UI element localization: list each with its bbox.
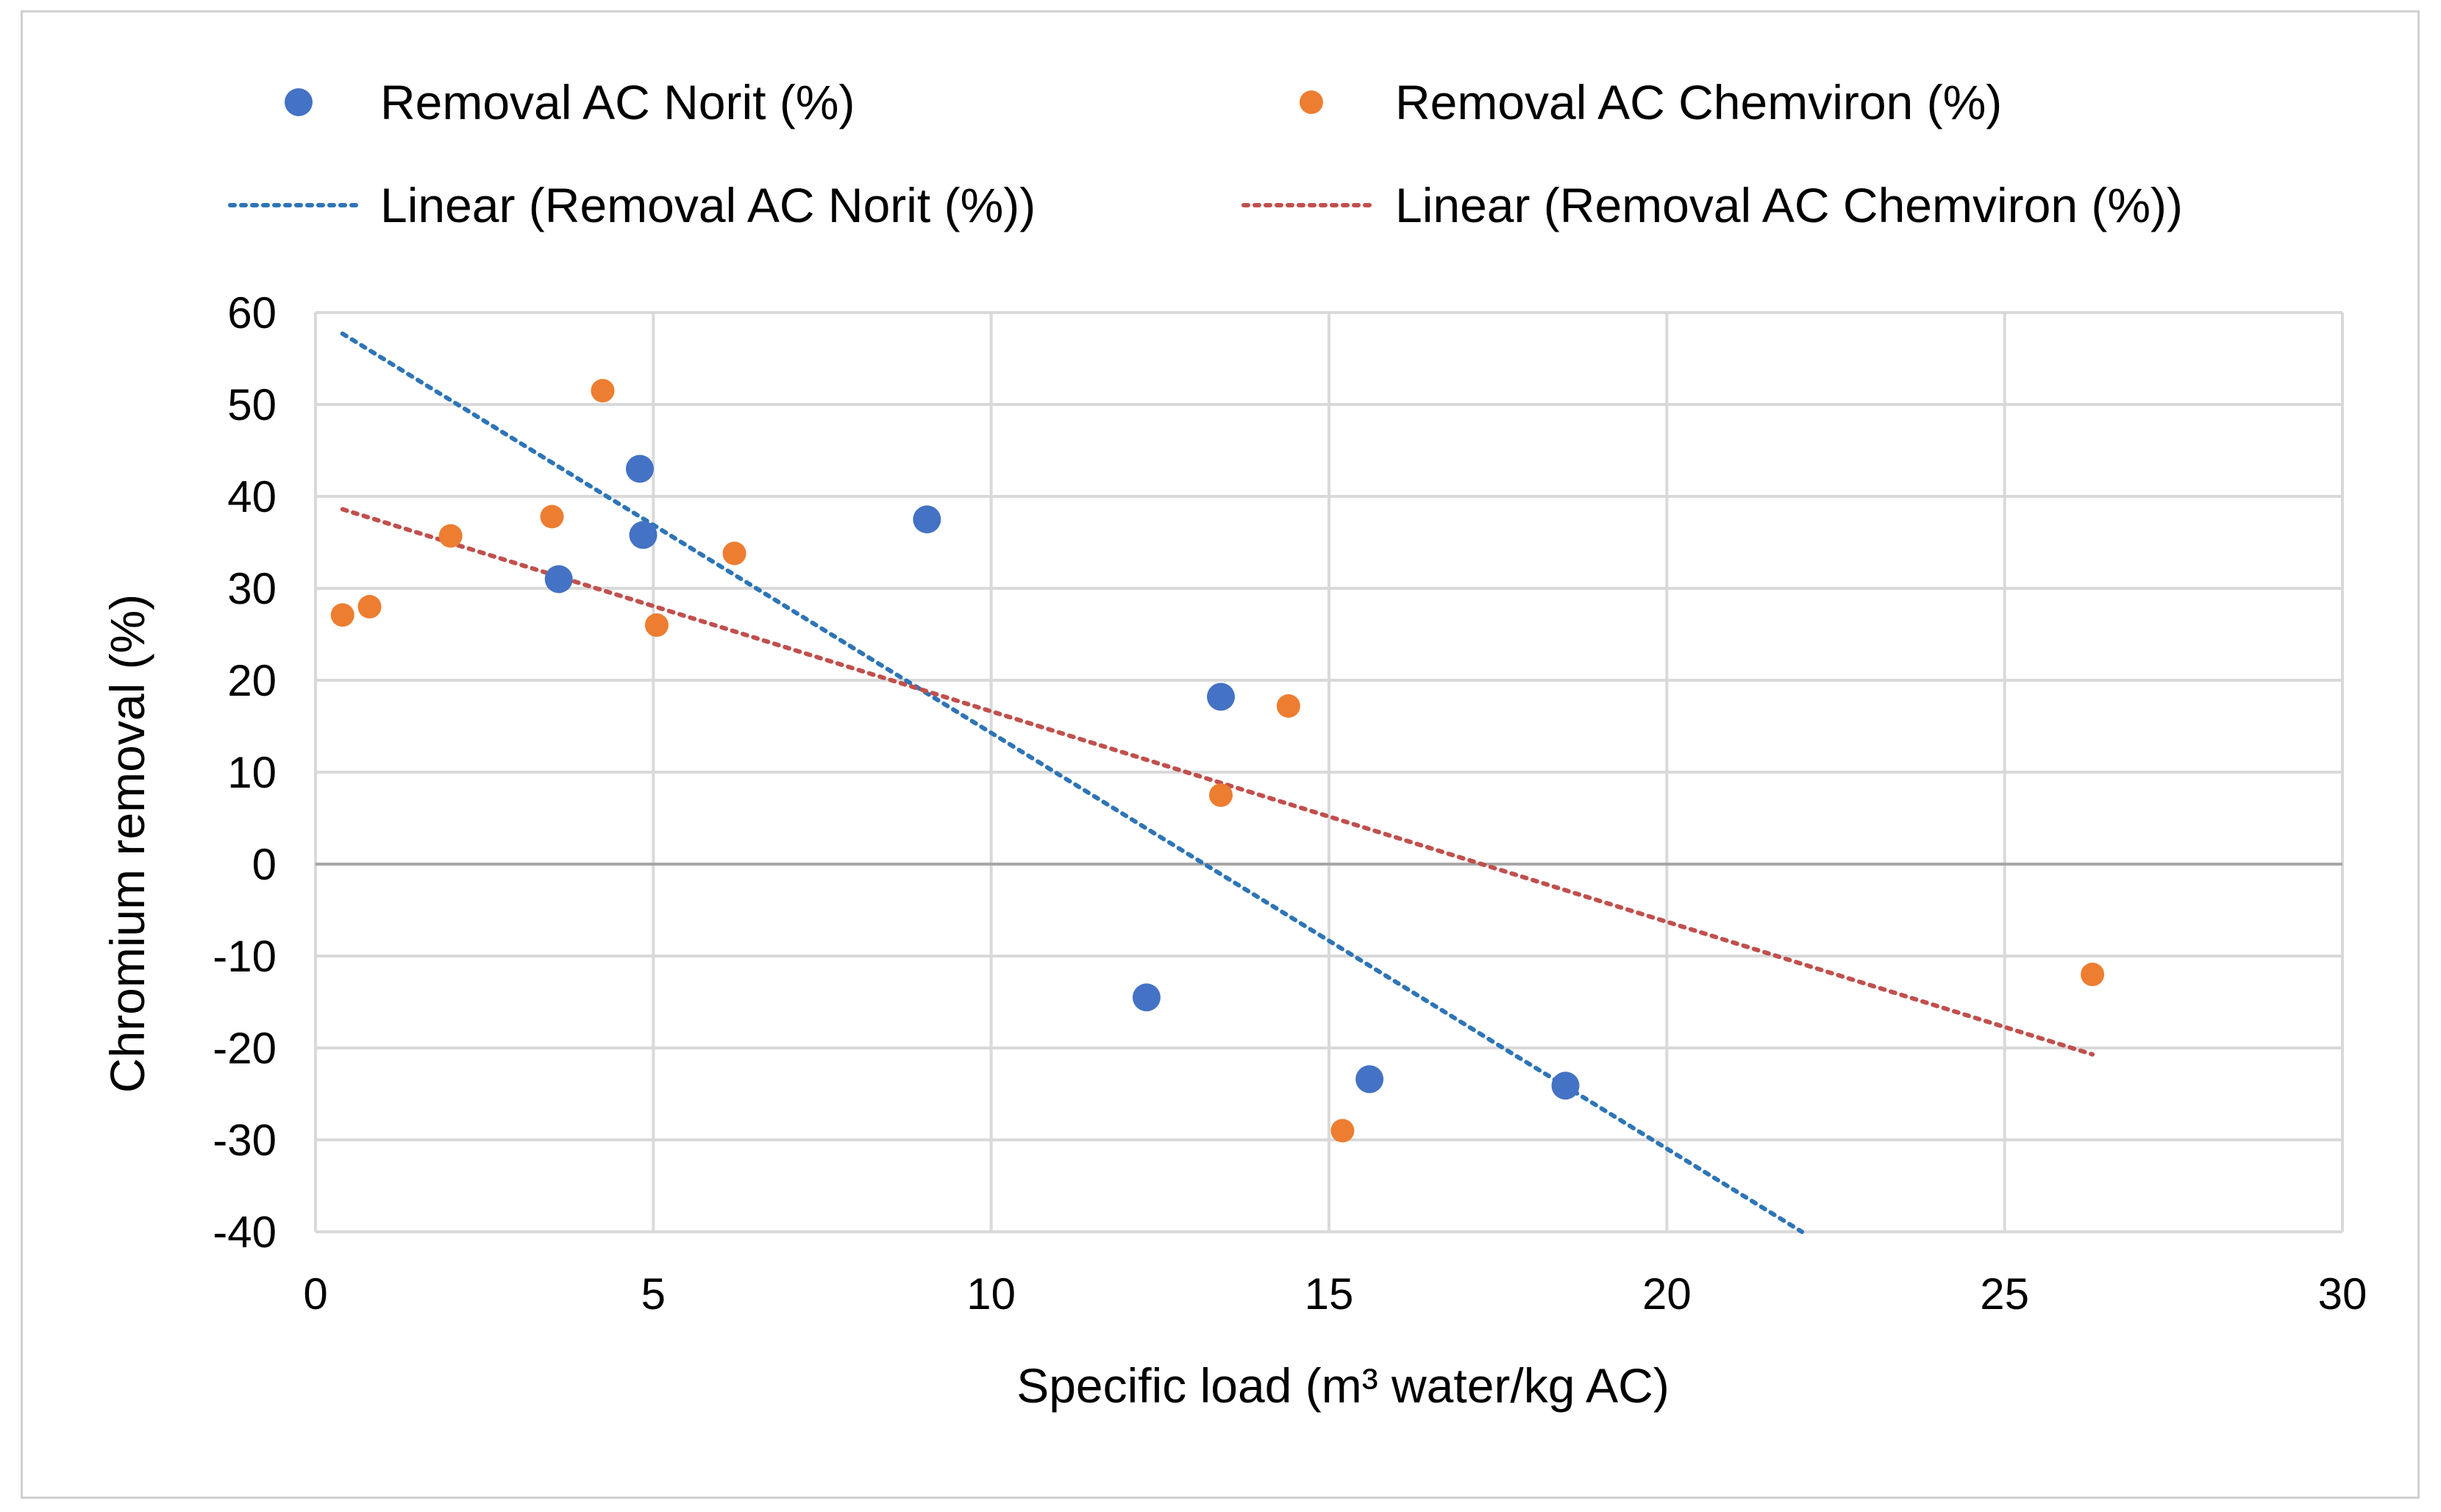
legend-label: Linear (Removal AC Norit (%)) — [380, 178, 1036, 232]
data-point-chemviron — [1209, 783, 1233, 807]
x-axis-title: Specific load (m³ water/kg AC) — [1016, 1358, 1669, 1413]
trendline-norit — [340, 331, 1805, 1234]
data-point-norit — [1355, 1065, 1384, 1094]
scatter-chart: 60 50 40 30 20 10 0 -10 -20 -30 -40 0 5 10 15 20 25 30 R… — [100, 75, 2367, 1413]
x-tick-label: 0 — [303, 1269, 327, 1319]
legend-linear-chemviron: Linear (Removal AC Chemviron (%)) — [1241, 178, 2183, 232]
x-tick-label: 25 — [1980, 1269, 2029, 1319]
data-point-chemviron — [644, 613, 669, 637]
x-tick-label: 5 — [641, 1269, 666, 1319]
data-point-chemviron — [357, 595, 382, 618]
data-point-chemviron — [540, 504, 564, 529]
x-tick-label: 30 — [2318, 1269, 2367, 1319]
data-point-chemviron — [330, 603, 354, 627]
x-tick-labels: 0 5 10 15 20 25 30 — [303, 1269, 2367, 1319]
data-point-chemviron — [1330, 1119, 1355, 1143]
data-points — [330, 379, 2105, 1143]
y-tick-label: 20 — [227, 656, 277, 705]
trendline-chemviron — [340, 507, 2095, 1057]
legend-marker — [285, 88, 313, 116]
data-point-norit — [1132, 983, 1161, 1012]
chart-frame: 60 50 40 30 20 10 0 -10 -20 -30 -40 0 5 10 15 20 25 30 R… — [21, 10, 2420, 1499]
y-tick-label: -20 — [213, 1024, 277, 1073]
y-tick-label: 60 — [227, 288, 277, 338]
data-point-norit — [544, 565, 573, 593]
legend-chemviron: Removal AC Chemviron (%) — [1300, 75, 2002, 129]
x-tick-label: 10 — [966, 1269, 1016, 1319]
legend-norit: Removal AC Norit (%) — [285, 75, 855, 129]
y-tick-labels: 60 50 40 30 20 10 0 -10 -20 -30 -40 — [213, 288, 277, 1257]
y-tick-label: 50 — [227, 380, 277, 429]
data-point-norit — [1551, 1071, 1580, 1100]
trendlines — [340, 331, 2095, 1234]
legend-label: Linear (Removal AC Chemviron (%)) — [1395, 178, 2183, 232]
y-tick-label: -40 — [213, 1208, 277, 1257]
y-tick-label: 40 — [227, 472, 277, 521]
legend-label: Removal AC Chemviron (%) — [1395, 75, 2002, 129]
legend-label: Removal AC Norit (%) — [380, 75, 855, 129]
data-point-norit — [913, 505, 941, 534]
y-tick-label: 30 — [227, 564, 277, 613]
data-point-norit — [629, 521, 658, 549]
legend-linear-norit: Linear (Removal AC Norit (%)) — [228, 178, 1036, 232]
data-point-chemviron — [438, 524, 463, 548]
data-point-chemviron — [1276, 694, 1300, 718]
data-point-chemviron — [2081, 963, 2105, 986]
legend-marker — [1300, 90, 1323, 114]
y-tick-label: -30 — [213, 1116, 277, 1165]
data-point-chemviron — [591, 379, 615, 403]
legend: Removal AC Norit (%) Removal AC Chemviron… — [228, 75, 2183, 232]
data-point-norit — [625, 454, 654, 483]
y-tick-label: 10 — [227, 748, 277, 797]
data-point-chemviron — [722, 541, 746, 566]
y-tick-label: -10 — [213, 932, 277, 981]
y-tick-label: 0 — [252, 840, 277, 889]
data-point-norit — [1207, 682, 1236, 711]
gridlines — [314, 311, 2344, 1233]
y-axis-title: Chromium removal (%) — [100, 594, 154, 1093]
x-tick-label: 20 — [1642, 1269, 1692, 1319]
x-tick-label: 15 — [1305, 1269, 1354, 1319]
